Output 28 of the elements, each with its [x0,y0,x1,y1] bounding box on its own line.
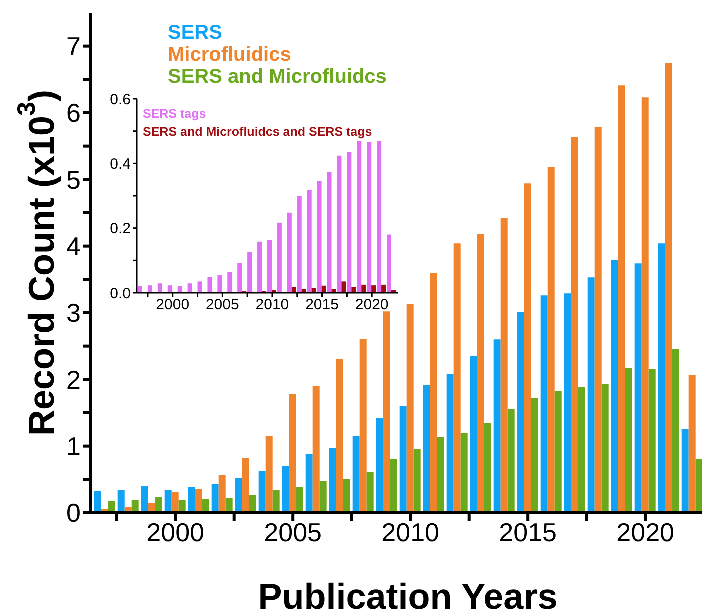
y-tick-label: 0 [66,498,81,528]
text: Microfluidics [168,44,292,66]
x-tick-label: 2010 [382,517,440,548]
x-tick-label: 2005 [206,296,240,314]
x-tick-label: 2010 [256,296,290,314]
x-tick-label: 2005 [264,517,322,548]
y-tick-label: 2 [66,364,81,395]
y-tick-label: 7 [66,32,81,62]
x-tick-label: 2015 [306,296,339,314]
x-axis-title: Publication Years [258,576,558,613]
y-tick-label: 4 [66,232,81,262]
x-tick-label: 2020 [616,517,675,548]
text: SERS and Microfluidcs [168,66,387,88]
x-tick-label: 2015 [499,517,558,548]
y-tick-label: 3 [66,298,81,328]
y-tick-label: 0.6 [110,91,131,108]
text: SERS and Microfluidcs and SERS tags [143,124,372,141]
y-tick-label: 0.4 [110,156,131,173]
text: SERS tags [143,106,208,123]
y-tick-label: 1 [66,432,81,462]
y-tick-label: 6 [66,98,81,128]
x-tick-label: 2000 [156,296,190,314]
text: SERS [168,22,224,44]
y-tick-label: 0.0 [110,285,131,302]
x-tick-label: 2020 [355,296,389,314]
y-tick-label: 5 [66,164,81,195]
x-tick-label: 2000 [146,517,205,548]
y-tick-label: 0.2 [110,220,131,238]
